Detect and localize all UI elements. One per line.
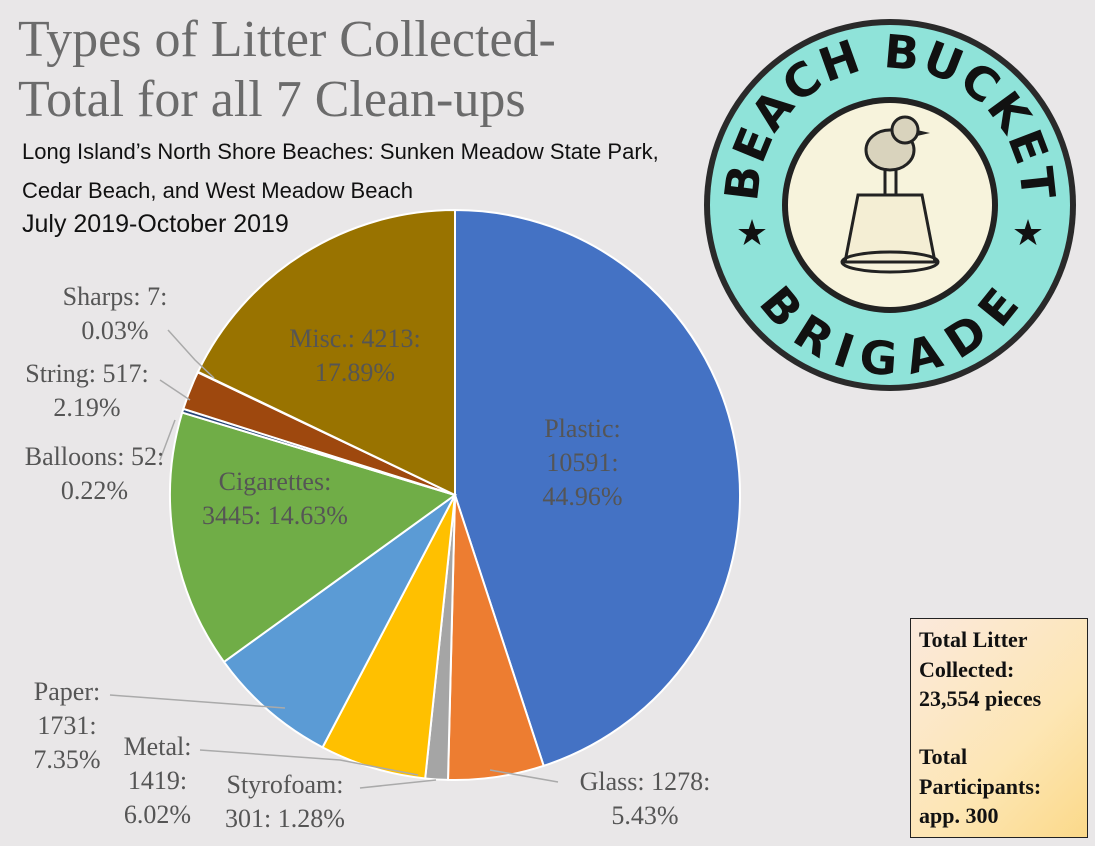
value-label: 10591: 44.96% <box>542 447 623 511</box>
category-label: Glass: <box>579 767 645 796</box>
value-label: 3445: 14.63% <box>202 500 348 530</box>
category-label: Balloons: <box>24 442 125 471</box>
chart-title-line2: Total for all 7 Clean-ups <box>18 71 526 128</box>
slice-label: Balloons: 52: 0.22% <box>22 440 167 508</box>
value-label: 301: 1.28% <box>225 803 345 833</box>
slice-label: Cigarettes: 3445: 14.63% <box>195 465 355 533</box>
pie-slice <box>222 494 456 749</box>
slice-label: Sharps: 7: 0.03% <box>40 280 190 348</box>
date-range: July 2019-October 2019 <box>22 210 289 238</box>
chart-title: Types of Litter Collected- <box>18 11 556 68</box>
value-label: 1419: 6.02% <box>123 765 192 829</box>
pie <box>169 208 741 781</box>
summary-participants-heading: Total Participants: <box>919 744 1042 799</box>
slice-label: Misc.: 4213: 17.89% <box>270 322 440 390</box>
summary-litter-value: 23,554 pieces <box>919 686 1042 712</box>
value-label: 52: 0.22% <box>60 442 165 505</box>
category-label: Plastic: <box>544 414 621 443</box>
slice-label: Styrofoam: 301: 1.28% <box>205 768 365 836</box>
value-label: 517: 2.19% <box>53 359 149 422</box>
slice-label: Glass: 1278: 5.43% <box>555 765 735 833</box>
slice-label: Paper: 1731: 7.35% <box>18 675 116 776</box>
slice-label: String: 517: 2.19% <box>2 357 172 425</box>
value-label: 4213: 17.89% <box>314 324 421 387</box>
subtitle: Long Island’s North Shore Beaches: Sunke… <box>22 139 659 203</box>
summary-participants-value: app. 300 <box>919 803 999 829</box>
value-label: 7: 0.03% <box>81 282 168 345</box>
category-label: Metal: <box>123 732 192 761</box>
summary-litter-heading: Total Litter Collected: <box>919 627 1028 682</box>
category-label: Sharps: <box>62 282 141 311</box>
svg-text:★: ★ <box>736 213 768 253</box>
logo: ★ ★ BEACH BUCKET BRIGADE <box>704 19 1076 391</box>
value-label: 1731: 7.35% <box>33 710 101 774</box>
category-label: Misc.: <box>289 324 355 353</box>
slice-label: Plastic: 10591: 44.96% <box>525 412 640 513</box>
category-label: Styrofoam: <box>226 770 344 799</box>
pie-slice <box>196 208 456 497</box>
pie-slice <box>169 411 458 664</box>
svg-text:★: ★ <box>1012 213 1044 253</box>
category-label: String: <box>25 359 97 388</box>
slice-label: Metal: 1419: 6.02% <box>110 730 205 831</box>
category-label: Paper: <box>33 677 101 706</box>
value-label: 1278: 5.43% <box>611 767 711 830</box>
category-label: Cigarettes: <box>218 467 332 496</box>
summary-box: Total Litter Collected: 23,554 pieces To… <box>910 618 1088 838</box>
pie-slice <box>454 208 741 768</box>
leader-lines <box>109 329 559 789</box>
